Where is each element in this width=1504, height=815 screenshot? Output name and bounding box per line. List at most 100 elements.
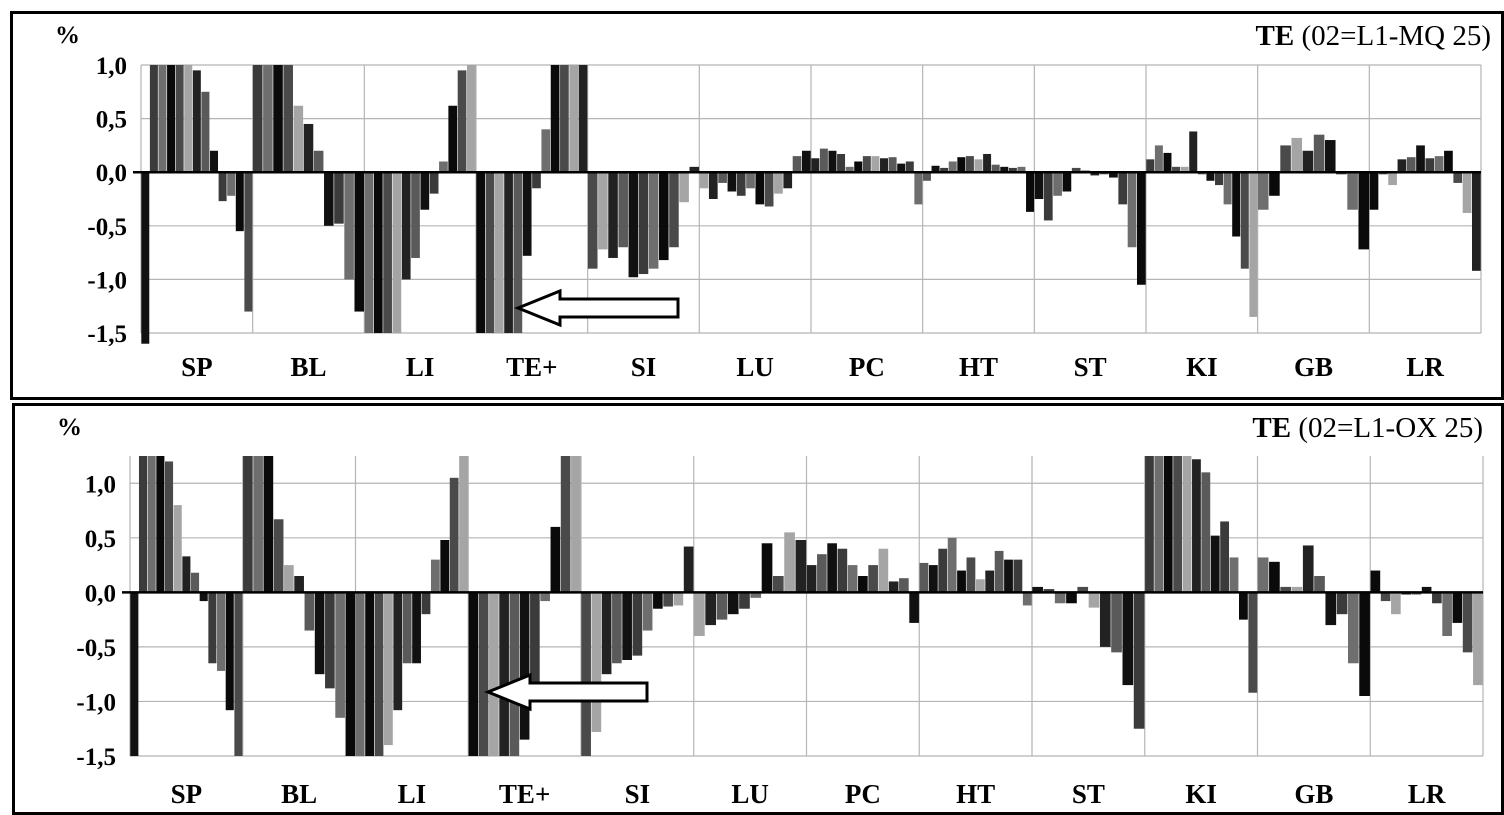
bar [1325,592,1337,626]
bar [888,157,897,173]
bar [699,172,709,189]
bar [1248,592,1258,693]
bar [530,592,540,702]
bar [304,592,315,631]
category-label: KI [1185,779,1217,809]
bar [1173,456,1183,593]
category-label: SI [631,352,657,382]
bar [1348,592,1359,664]
chart-panel-top: % TE (02=L1-MQ 25) 1,0 0,5 0,0 -0,5 -1,0 -1,5… [10,11,1504,400]
bar [817,554,827,593]
unit-label: % [57,414,82,441]
bar [420,172,430,210]
bar [314,592,325,675]
bar [957,157,966,173]
bar [827,543,837,593]
bar [283,65,293,173]
bar [774,172,783,194]
bar [1444,150,1453,173]
bar [141,172,150,344]
bar [659,172,669,261]
bar [1432,592,1442,604]
bar [1223,172,1232,205]
bar [1163,456,1173,593]
chart-title: TE (02=L1-MQ 25) [1256,20,1491,53]
bar [1239,592,1248,620]
bar [819,148,828,173]
chart-svg-bottom: 1,0 0,5 0,0 -0,5 -1,0 -1,5 SP BL LI TE+ SI LU PC HT ST… [76,456,1484,809]
bar [764,172,774,207]
bar [862,156,871,173]
bar [755,172,765,205]
bar [412,592,421,664]
bar [642,592,653,631]
bar [663,592,673,607]
bar [806,565,817,593]
bar [1154,456,1164,593]
bar [1163,152,1172,173]
bar [540,592,550,602]
bar [411,172,420,258]
bar [1257,172,1269,210]
bar [947,537,957,593]
bar [581,592,591,756]
bar [253,456,263,593]
bar [494,172,504,333]
bar [1313,134,1325,173]
category-label: HT [959,352,998,382]
bar [234,592,243,756]
bar [149,65,158,173]
bar [854,161,863,173]
bar [1462,172,1472,213]
bar [673,592,684,606]
bar [784,532,795,593]
bar [897,163,906,173]
bar [138,456,148,593]
bar [689,166,700,173]
bar [401,172,411,280]
bar [1473,592,1483,686]
bar [909,592,919,623]
bar [1391,592,1401,615]
bar [164,461,174,593]
category-label: GB [1294,779,1333,809]
bar [1453,172,1463,183]
category-label: LI [406,352,435,382]
bar [914,172,923,205]
bar [940,167,949,173]
y-tick-label: 1,0 [96,53,127,80]
bar [532,172,541,189]
bar [811,158,820,173]
bar [509,592,520,756]
chart-title-rest: (02=L1-OX 25) [1298,412,1483,444]
bar [235,172,244,232]
bar [1090,172,1100,176]
bar [313,150,324,173]
bar [928,565,938,593]
bar [983,153,992,173]
bar [466,65,476,173]
bar [1077,586,1089,593]
bar [383,172,392,333]
bar [364,172,374,333]
bar [919,562,929,593]
bar [1017,166,1026,173]
bar [837,548,848,593]
bar [837,153,846,173]
bar [218,172,227,202]
bar [938,548,948,593]
bar [899,578,909,593]
bar [1269,172,1280,196]
bar [392,172,402,333]
chart-panel-bottom: % TE (02=L1-OX 25) 1,0 0,5 0,0 -0,5 -1,0 -1,5… [12,403,1504,815]
bar [727,592,739,615]
bar [354,172,365,312]
bar [1088,592,1100,608]
bar [1133,592,1145,729]
bar [192,70,201,173]
bar [560,456,571,593]
bar [383,592,393,746]
unit-label: % [55,22,80,49]
category-label: HT [956,779,995,809]
bar [1032,586,1043,593]
